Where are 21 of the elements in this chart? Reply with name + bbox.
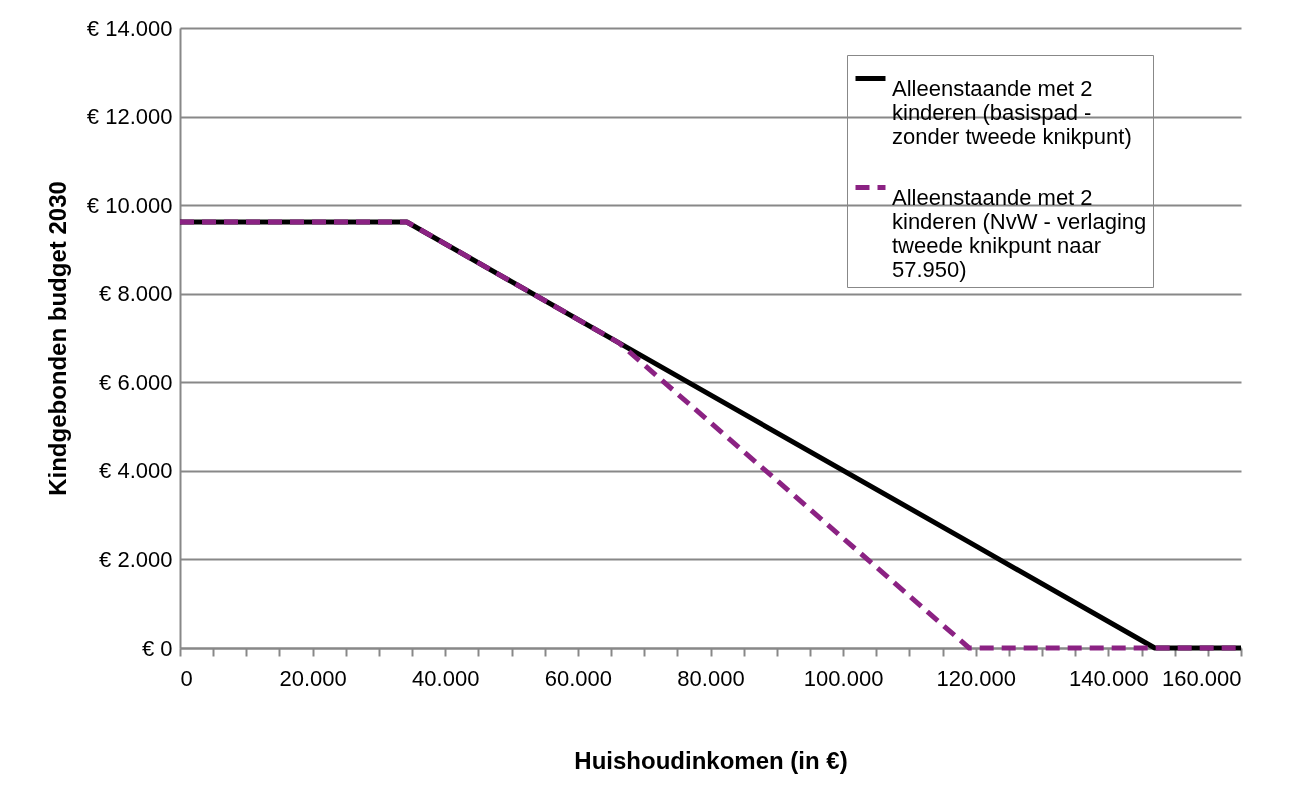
y-tick-label: € 2.000 [99, 546, 173, 572]
x-tick-label: 120.000 [936, 665, 1017, 691]
y-tick-label: € 14.000 [86, 15, 173, 41]
y-tick-label: € 8.000 [99, 281, 173, 307]
x-tick-label: 140.000 [1069, 665, 1149, 691]
x-axis-title: Huishoudinkomen (in €) [574, 746, 848, 774]
legend-label: Alleenstaande met 2 kinderen (basispad - zonder tweede knikpunt) [892, 75, 1132, 149]
x-tick-label: 0 [180, 665, 193, 691]
x-tick-label: 60.000 [544, 665, 613, 691]
y-tick-label: € 4.000 [99, 458, 173, 484]
y-tick-label: € 12.000 [86, 104, 173, 130]
y-tick-label: € 6.000 [99, 369, 173, 395]
x-tick-label: 100.000 [803, 665, 884, 691]
y-tick-label: € 10.000 [86, 192, 173, 218]
y-tick-label: € 0 [141, 635, 173, 661]
x-tick-label: 160.000 [1161, 665, 1242, 691]
x-tick-label: 80.000 [677, 665, 745, 691]
x-tick-label: 40.000 [412, 665, 480, 691]
x-tick-label: 20.000 [279, 665, 347, 691]
legend-label: Alleenstaande met 2 kinderen (NvW - verlaging tweede knikpunt naar 57.950) [892, 184, 1147, 282]
y-axis-title: Kindgebonden budget 2030 [43, 181, 71, 496]
